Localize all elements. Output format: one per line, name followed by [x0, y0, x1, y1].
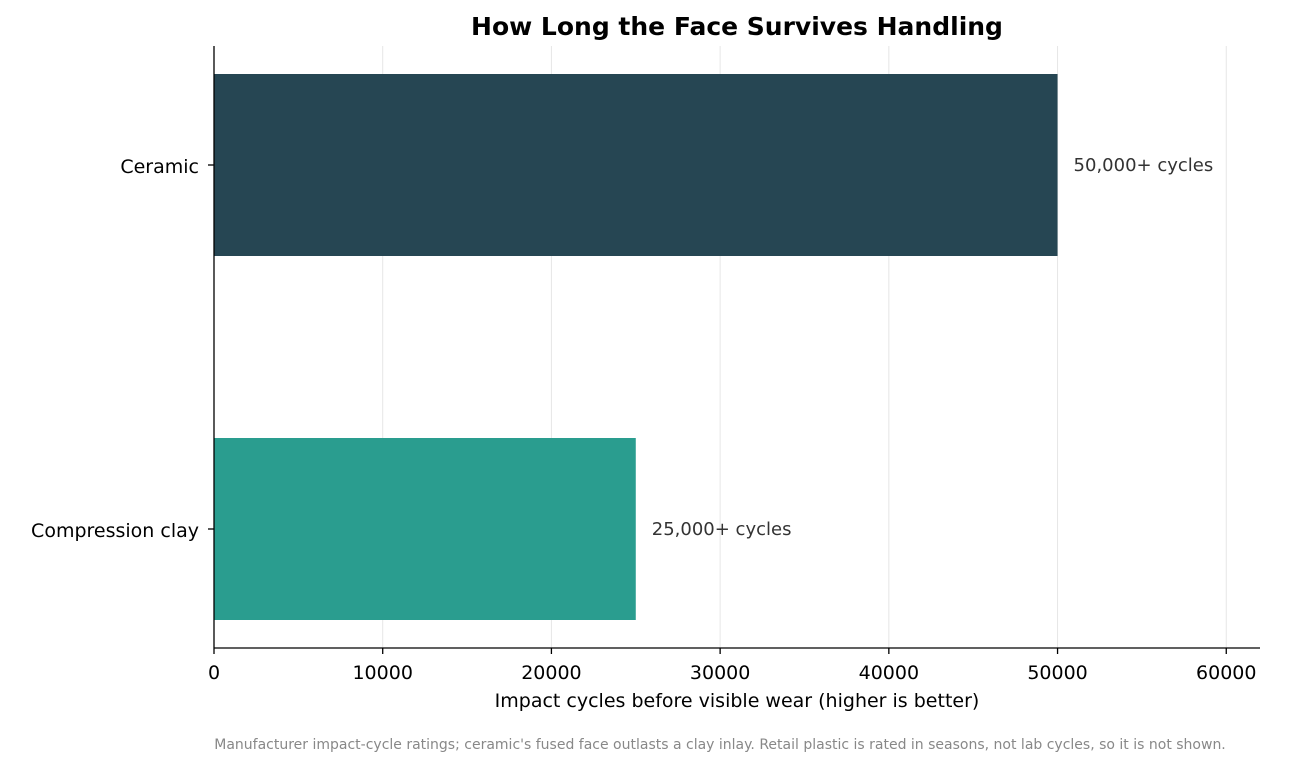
x-tick-label: 0 [208, 662, 220, 684]
bar-value-label: 50,000+ cycles [1074, 155, 1214, 176]
x-axis-label: Impact cycles before visible wear (highe… [495, 690, 980, 712]
x-tick-label: 40000 [859, 662, 919, 684]
x-tick-label: 60000 [1196, 662, 1256, 684]
bar [214, 74, 1058, 256]
axes [213, 46, 1260, 649]
footnote: Manufacturer impact-cycle ratings; ceram… [214, 737, 1226, 753]
bar-value-label: 25,000+ cycles [652, 519, 792, 540]
data-labels: 50,000+ cycles 25,000+ cycles [652, 155, 1213, 540]
bars [214, 74, 1058, 620]
x-tick-label: 10000 [352, 662, 412, 684]
y-tick-label: Ceramic [120, 156, 199, 178]
x-tick-label: 20000 [521, 662, 581, 684]
x-tick-label: 30000 [690, 662, 750, 684]
x-tick-label: 50000 [1027, 662, 1087, 684]
y-tick-label: Compression clay [31, 520, 199, 542]
chart-title: How Long the Face Survives Handling [471, 12, 1003, 41]
bar [214, 438, 636, 620]
y-axis-ticks: Ceramic Compression clay [31, 156, 214, 542]
x-axis-ticks: 0 10000 20000 30000 40000 50000 60000 [208, 648, 1256, 684]
